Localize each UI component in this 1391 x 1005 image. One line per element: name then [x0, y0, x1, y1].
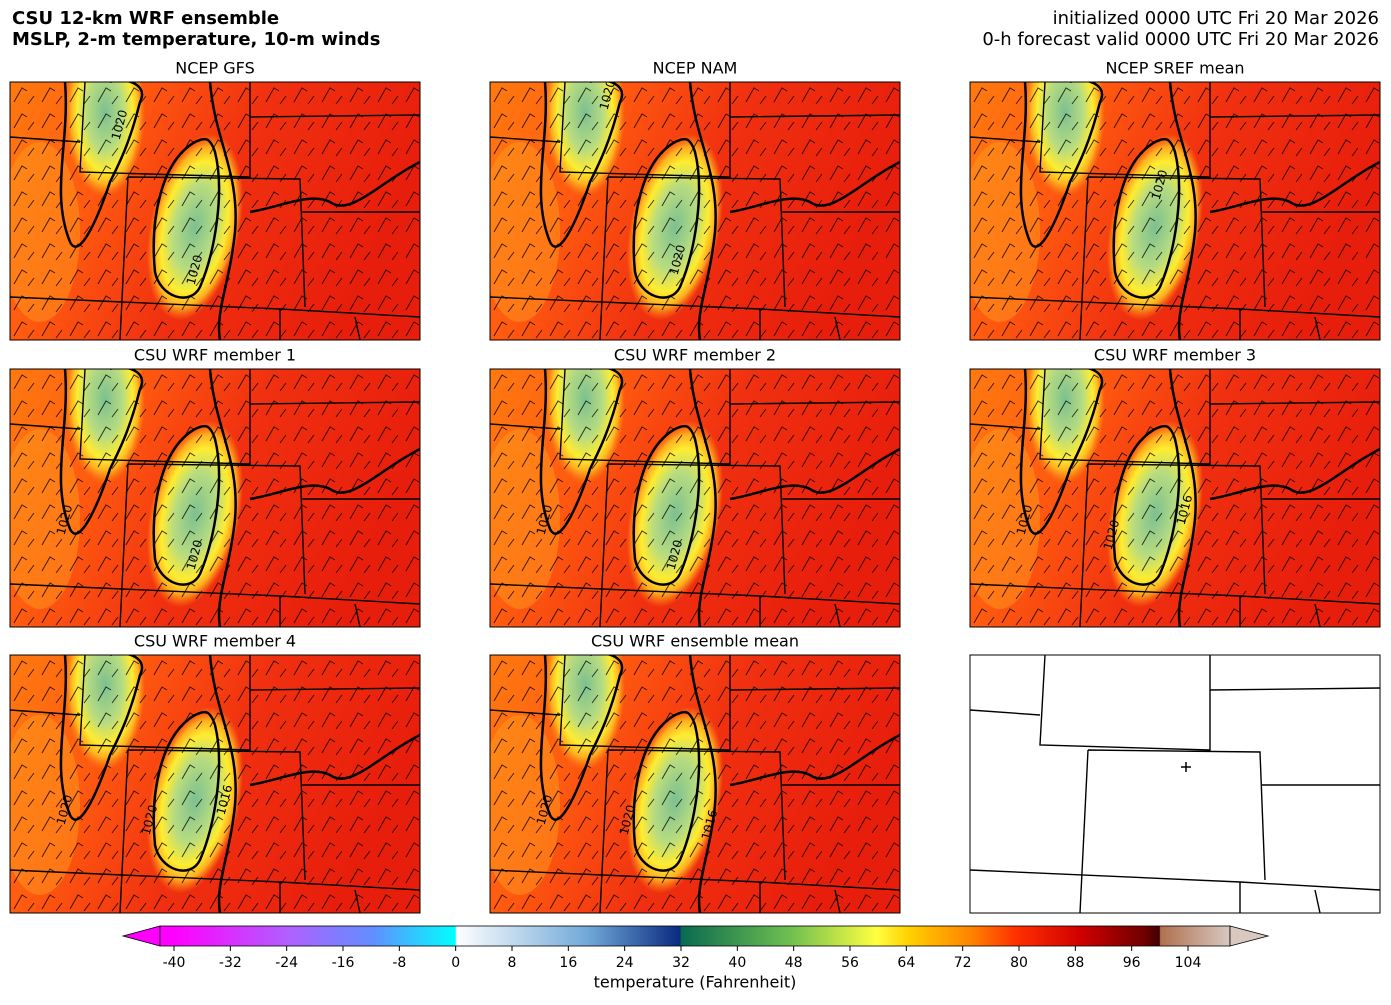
colorbar-tick-label: 32 — [672, 955, 690, 971]
panel-frame — [969, 81, 1381, 341]
isobar — [1168, 369, 1380, 627]
colorbar-tick-label: 104 — [1175, 955, 1202, 971]
init-time: initialized 0000 UTC Fri 20 Mar 2026 — [1053, 8, 1379, 29]
isobar — [632, 137, 701, 299]
title-line: MSLP, 2-m temperature, 10-m winds — [12, 29, 380, 50]
colorbar-tick-label: 88 — [1066, 955, 1084, 971]
panel-title: NCEP SREF mean — [1105, 59, 1244, 78]
panel-frame — [489, 654, 901, 914]
colorbar-tick-label: 64 — [897, 955, 915, 971]
isobar — [539, 655, 624, 821]
panel-title: NCEP GFS — [175, 59, 254, 78]
isobar — [208, 655, 420, 913]
wind-barbs — [10, 369, 420, 627]
colorbar-tick-label: 0 — [451, 955, 460, 971]
panel-title: CSU WRF member 1 — [134, 346, 296, 365]
colorbar: temperature (Fahrenheit) -40 -32 -24 -16 -8 0… — [121, 925, 1270, 992]
isobar — [152, 424, 221, 586]
colorbar-tick-label: 80 — [1010, 955, 1028, 971]
colorbar-tick-label: 24 — [616, 955, 634, 971]
panel-title: NCEP NAM — [653, 59, 738, 78]
panel-frame — [9, 368, 421, 628]
valid-time: 0-h forecast valid 0000 UTC Fri 20 Mar 2… — [982, 29, 1379, 50]
isobar — [688, 655, 900, 913]
colorbar-label: temperature (Fahrenheit) — [594, 973, 797, 992]
isobar — [208, 82, 420, 340]
colorbar-tick-label: 56 — [841, 955, 859, 971]
wind-barbs — [10, 82, 420, 340]
isobar — [59, 369, 144, 535]
wind-barbs — [970, 369, 1380, 627]
isobar — [539, 82, 624, 248]
isobar — [632, 710, 701, 872]
wind-barbs — [970, 82, 1380, 340]
colorbar-tick-label: -8 — [392, 955, 406, 971]
panel-frame — [9, 654, 421, 914]
isobar — [152, 137, 221, 299]
colorbar-tick-label: 48 — [785, 955, 803, 971]
panel-title: CSU WRF member 2 — [614, 346, 776, 365]
colorbar-tick-label: -24 — [275, 955, 298, 971]
colorbar-tick-label: 40 — [728, 955, 746, 971]
panel-frame — [489, 368, 901, 628]
panel-frame — [9, 81, 421, 341]
isobar — [152, 710, 221, 872]
colorbar-tick-label: -16 — [332, 955, 355, 971]
isobar — [1019, 82, 1104, 248]
isobar — [688, 82, 900, 340]
wind-barbs — [490, 655, 900, 913]
isobar — [208, 369, 420, 627]
title-line: CSU 12-km WRF ensemble — [12, 8, 279, 29]
panel-title: CSU WRF member 4 — [134, 632, 296, 651]
isobar — [1019, 369, 1104, 535]
isobar — [1168, 82, 1380, 340]
isobar — [539, 369, 624, 535]
wind-barbs — [10, 655, 420, 913]
colorbar-tick-label: 16 — [559, 955, 577, 971]
isobar — [688, 369, 900, 627]
isobar — [1112, 424, 1181, 586]
isobar — [1112, 137, 1181, 299]
panel-title: CSU WRF member 3 — [1094, 346, 1256, 365]
wind-barbs — [490, 82, 900, 340]
colorbar-tick-label: -40 — [163, 955, 186, 971]
colorbar-tick-label: 96 — [1123, 955, 1141, 971]
colorbar-tick-label: 8 — [508, 955, 517, 971]
wind-barbs — [490, 369, 900, 627]
isobar — [59, 82, 144, 248]
panel-frame — [489, 81, 901, 341]
panel-frame — [969, 368, 1381, 628]
panel-title: CSU WRF ensemble mean — [591, 632, 799, 651]
colorbar-tick-label: 72 — [954, 955, 972, 971]
reference-map — [969, 654, 1381, 914]
colorbar-tick-label: -32 — [219, 955, 242, 971]
isobar — [632, 424, 701, 586]
isobar — [59, 655, 144, 821]
